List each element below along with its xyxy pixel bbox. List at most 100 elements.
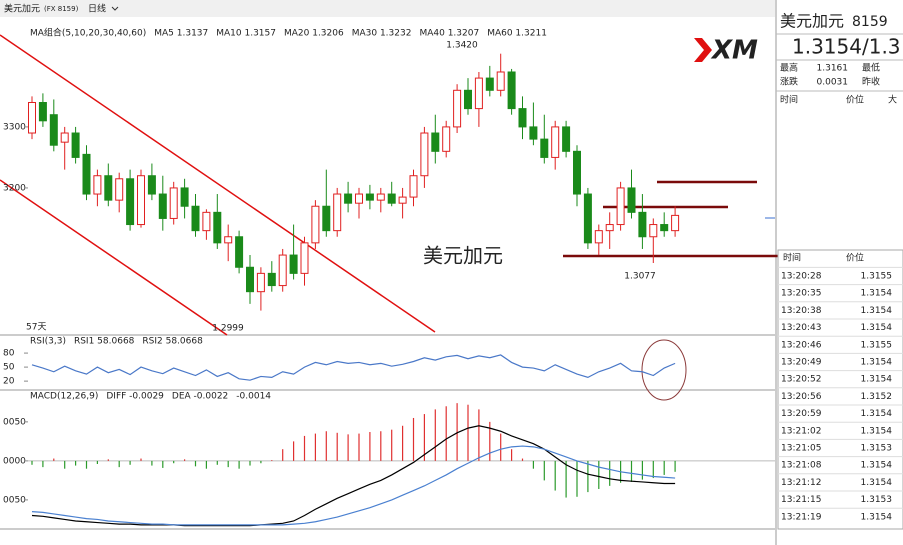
candle-body xyxy=(82,153,91,195)
candle-body xyxy=(28,102,36,134)
candle-body xyxy=(137,175,145,226)
candle-body xyxy=(224,236,233,244)
ticks-box xyxy=(777,249,903,530)
candle-body xyxy=(147,175,156,195)
rsi-line xyxy=(31,354,676,381)
tick-time: 13:20:52 xyxy=(781,375,821,385)
y-tick-label: 80 xyxy=(3,349,15,359)
candle-body xyxy=(115,178,124,201)
legend-item: DEA -0.0022 xyxy=(172,392,228,402)
candle-body xyxy=(213,211,222,244)
dropdown-arrow xyxy=(111,6,119,11)
candle-body xyxy=(191,205,200,232)
candle-body xyxy=(158,193,167,219)
quote-label: 昨收 xyxy=(862,76,880,88)
candle-body xyxy=(235,236,244,268)
tick-time: 13:21:08 xyxy=(781,461,822,471)
candle-body xyxy=(409,175,418,198)
table-header: 价位 xyxy=(846,252,864,264)
tick-time: 13:20:38 xyxy=(781,306,822,316)
watermark: 美元加元 xyxy=(423,244,503,268)
tick-time: 13:20:59 xyxy=(781,409,822,419)
candle-body xyxy=(104,175,113,201)
legend-item: MACD(12,26,9) xyxy=(30,392,98,402)
quote-title: 美元加元 xyxy=(780,12,844,31)
legend-item: -0.0014 xyxy=(236,392,271,402)
candle-body xyxy=(300,242,309,274)
tick-time: 13:21:05 xyxy=(781,444,821,454)
y-tick-label: 0000 xyxy=(3,456,26,466)
candle-body xyxy=(246,266,254,293)
y-tick-label: 50 xyxy=(3,363,15,373)
candle-body xyxy=(49,114,58,146)
legend-item: MA20 1.3206 xyxy=(284,29,344,39)
quote-label: 最低 xyxy=(862,62,880,74)
y-tick-label: 20 xyxy=(3,377,15,387)
candle-body xyxy=(267,272,276,287)
quote-value: 1.3161 xyxy=(817,64,849,74)
tick-time: 13:20:46 xyxy=(781,340,822,350)
y-tick-label: 0050 xyxy=(3,495,26,505)
candle-body xyxy=(278,254,287,287)
candle-body xyxy=(333,193,342,232)
highlight-circle xyxy=(641,339,687,401)
legend-item: MA5 1.3137 xyxy=(154,29,208,39)
high-label: 1.3420 xyxy=(446,41,478,51)
candle-body xyxy=(540,138,549,158)
bar-count: 57天 xyxy=(26,323,46,333)
tick-price: 1.3154 xyxy=(861,375,893,385)
legend-item: MA10 1.3157 xyxy=(216,29,276,39)
tick-price: 1.3154 xyxy=(861,426,893,436)
quote-value: 0.0031 xyxy=(817,78,849,88)
candle-body xyxy=(551,126,560,158)
y-tick-label: 3300 xyxy=(3,122,26,132)
candle-body xyxy=(38,102,47,122)
recent-low-label: 1.3077 xyxy=(624,272,656,282)
tick-price: 1.3155 xyxy=(861,340,893,350)
candle-body xyxy=(180,187,189,207)
candle-body xyxy=(344,193,353,204)
channel-line xyxy=(0,34,436,333)
candle-body xyxy=(671,214,680,232)
candle-body xyxy=(420,132,429,177)
candle-body xyxy=(507,71,516,110)
candle-body xyxy=(464,89,472,110)
xm-logo: XM xyxy=(690,32,770,68)
candle-body xyxy=(616,187,625,226)
legend-item: MA30 1.3232 xyxy=(352,29,412,39)
tick-time: 13:20:49 xyxy=(781,358,822,368)
candle-body xyxy=(485,77,494,91)
macd-line xyxy=(31,425,676,527)
tick-time: 13:20:35 xyxy=(781,289,821,299)
candle-body xyxy=(431,132,440,152)
column-header: 大 xyxy=(888,94,897,106)
tick-price: 1.3154 xyxy=(861,461,893,471)
quote-price: 1.3154/1.3 xyxy=(792,35,901,59)
tick-time: 13:20:28 xyxy=(781,272,822,282)
candle-body xyxy=(627,187,636,213)
toolbar-period[interactable]: 日线 xyxy=(88,3,106,15)
toolbar-symbol[interactable]: 美元加元 xyxy=(4,3,40,15)
candle-body xyxy=(311,205,320,244)
tick-price: 1.3153 xyxy=(861,495,893,505)
candle-body xyxy=(289,254,298,274)
tick-price: 1.3154 xyxy=(861,306,893,316)
legend-item: MA40 1.3207 xyxy=(419,29,479,39)
tick-price: 1.3154 xyxy=(861,512,893,522)
tick-time: 13:21:12 xyxy=(781,478,821,488)
candle-body xyxy=(660,224,669,232)
legend-item: RSI2 58.0668 xyxy=(142,337,203,347)
y-tick-label: 0050 xyxy=(3,417,26,427)
candle-body xyxy=(355,193,363,204)
candle-body xyxy=(442,126,451,152)
candle-body xyxy=(71,132,80,158)
candle-body xyxy=(202,211,211,232)
candle-body xyxy=(529,126,538,140)
table-header: 时间 xyxy=(783,252,801,264)
tick-price: 1.3154 xyxy=(861,478,893,488)
low-label: 1.2999 xyxy=(212,324,244,334)
y-tick-label: 3200 xyxy=(3,183,26,193)
candle-body xyxy=(398,196,407,204)
